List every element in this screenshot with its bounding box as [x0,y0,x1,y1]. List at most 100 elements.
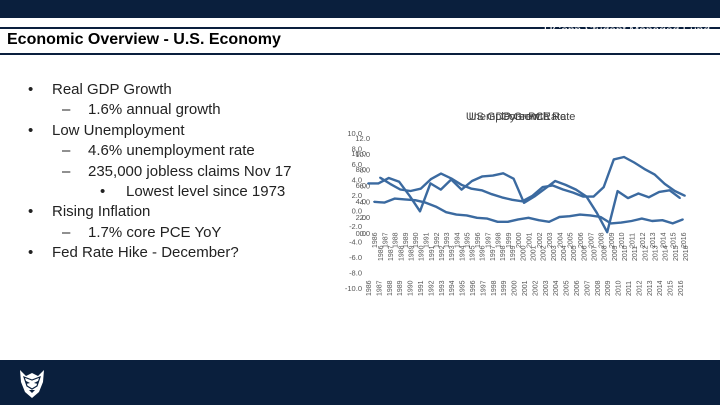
x-tick-label: 1998 [496,232,503,248]
data-point [471,180,473,182]
data-point [668,189,671,192]
x-tick-label: 2006 [581,245,588,261]
data-point [496,220,499,223]
x-tick-label: 1993 [439,280,446,296]
data-point [450,178,453,181]
y-tick-label: 4.0 [352,176,362,185]
y-tick-label: 10.0 [347,129,362,138]
bullet-gdp-sub: –1.6% annual growth [28,100,328,120]
x-tick-label: 2006 [574,280,581,296]
x-tick-label: 2010 [619,232,626,248]
data-point [673,190,676,192]
bullet-inflation: • Rising Inflation [28,202,328,222]
data-point [630,220,633,222]
y-tick-label: 12.0 [355,134,370,143]
x-tick-label: 1994 [459,245,466,261]
x-tick-label: 1992 [439,245,446,261]
x-tick-label: 2013 [653,245,660,261]
x-tick-label: 2013 [647,280,654,296]
data-point [643,167,646,170]
y-tick-label: 4.0 [356,197,366,206]
x-tick-label: 2004 [557,232,564,248]
data-point [653,173,656,176]
data-point [439,188,442,191]
y-tick-label: 10.0 [351,149,366,158]
data-point [616,190,619,193]
x-tick-label: 1990 [419,245,426,261]
data-point [419,187,422,190]
data-point [633,161,636,164]
data-point [373,200,375,203]
x-tick-label: 2015 [671,232,678,248]
data-point [637,192,640,195]
bullet-text: 4.6% unemployment rate [88,142,255,160]
x-tick-label: 1994 [454,232,461,248]
x-tick-label: 2009 [605,280,612,296]
data-point [393,197,396,200]
x-tick-label: 2016 [681,232,688,248]
x-tick-label: 1992 [428,280,435,296]
bullet-list: • Real GDP Growth –1.6% annual growth • Lo… [28,80,328,264]
x-tick-label: 1995 [470,245,477,261]
data-point [684,194,686,197]
x-tick-label: 1986 [378,245,385,261]
x-tick-label: 2005 [564,280,571,296]
x-tick-label: 1997 [480,280,487,296]
y-tick-label: 2.0 [352,191,362,200]
data-point [554,180,557,182]
data-point [399,188,402,191]
data-point [379,176,381,179]
data-point [424,201,427,204]
data-point [527,216,530,219]
bullet-claims-sub: –235,000 jobless claims Nov 17 [28,162,328,182]
data-point [564,184,567,186]
bullet-text: Lowest level since 1973 [126,183,286,201]
x-tick-label: 1991 [424,232,431,248]
data-point [480,189,483,192]
data-point [612,158,615,161]
data-point [533,195,536,198]
chart-title-1: US GDP Growth Rate [469,111,576,123]
data-point [620,221,623,224]
x-tick-label: 1997 [485,232,492,248]
bullet-dot: • [28,203,34,221]
x-tick-label: 2011 [630,233,637,248]
bullet-fed: • Fed Rate Hike - December? [28,243,328,263]
y-tick-label: -2.0 [349,222,362,231]
x-tick-label: 2007 [592,245,599,261]
data-point [476,216,478,219]
x-tick-label: 1998 [491,280,498,296]
data-point [481,175,484,178]
y-tick-label: -8.0 [349,269,362,278]
data-point [585,195,588,198]
data-point [541,186,544,188]
y-tick-label: 8.0 [360,166,370,175]
x-tick-label: 1986 [372,232,379,248]
data-point [623,156,625,158]
bullet-unemployment-sub: –4.6% unemployment rate [28,141,328,161]
x-tick-label: 1999 [506,232,513,248]
data-point [572,191,575,194]
data-point [491,174,494,177]
x-tick-label: 1987 [388,245,395,261]
data-point [640,217,643,220]
x-tick-label: 1996 [470,280,477,296]
data-point [589,214,592,217]
footer-bar [0,360,720,405]
footer-text: UConn Student Managed Fund [543,23,710,37]
y-tick-label: -10.0 [345,284,362,293]
data-point [679,197,681,199]
data-point [599,216,602,218]
x-tick-label: 2000 [516,232,523,248]
x-tick-label: 2013 [650,232,657,248]
x-tick-label: 1990 [413,232,420,248]
data-point [512,177,515,180]
data-point [440,172,442,175]
bullet-text: Real GDP Growth [52,81,172,98]
data-point [602,186,605,188]
x-tick-label: 2011 [626,281,633,296]
y-tick-label: 10.0 [355,150,370,159]
x-tick-label: 2007 [588,232,595,248]
y-tick-label: -4.0 [349,238,362,247]
data-point [490,193,493,196]
